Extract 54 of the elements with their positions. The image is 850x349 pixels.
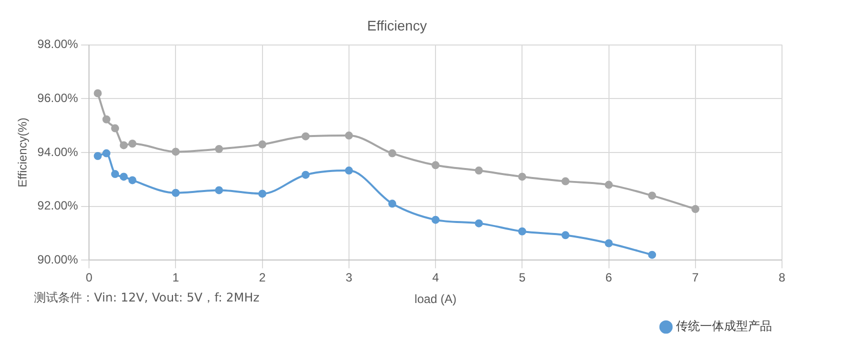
point: [604, 239, 613, 248]
point: [432, 216, 440, 224]
x-axis-title: load (A): [414, 292, 457, 306]
point: [111, 124, 120, 132]
y-tick-label: 94.00%: [37, 144, 78, 159]
point: [102, 115, 110, 124]
x-tick-label: 6: [605, 270, 612, 285]
point: [691, 205, 700, 214]
x-tick-label: 8: [778, 270, 786, 285]
y-axis-title: Efficiency(%): [16, 118, 30, 188]
x-tick-label: 3: [346, 270, 353, 285]
x-tick-label: 0: [86, 270, 93, 285]
point: [388, 149, 396, 158]
point: [648, 250, 656, 259]
point: [102, 149, 110, 158]
y-tick-label: 92.00%: [37, 198, 78, 213]
x-tick-label: 7: [692, 270, 700, 285]
point: [344, 166, 353, 175]
x-tick-label: 4: [432, 270, 440, 285]
x-tick-label: 2: [258, 270, 266, 285]
point: [302, 170, 310, 179]
point: [172, 188, 180, 197]
point: [258, 190, 266, 198]
point: [474, 166, 483, 175]
point: [518, 172, 526, 181]
point: [302, 132, 310, 140]
y-tick-label: 98.00%: [37, 37, 78, 52]
point: [111, 170, 120, 178]
point: [474, 219, 483, 228]
point: [388, 200, 396, 208]
x-tick-label: 1: [172, 270, 180, 285]
point: [120, 141, 128, 150]
point: [172, 148, 180, 156]
point: [128, 176, 136, 184]
point: [215, 145, 224, 153]
chart-title: Efficiency: [367, 17, 427, 34]
point: [561, 231, 570, 240]
y-tick-label: 96.00%: [37, 90, 78, 105]
point: [561, 177, 570, 186]
point: [344, 132, 353, 140]
point: [120, 172, 128, 181]
point: [215, 186, 224, 194]
point: [518, 227, 526, 236]
x-tick-label: 5: [518, 270, 526, 285]
point: [128, 140, 136, 148]
point: [94, 152, 102, 160]
text: 测试条件：Vin: 12V, Vout: 5V，f: 2MHz: [34, 290, 260, 304]
point: [94, 89, 102, 98]
y-tick-label: 90.00%: [37, 252, 78, 267]
point: [648, 192, 656, 200]
point: [432, 161, 440, 170]
legend-label: 传统一体成型产品: [676, 319, 772, 334]
point: [258, 140, 266, 148]
point: [604, 180, 613, 189]
